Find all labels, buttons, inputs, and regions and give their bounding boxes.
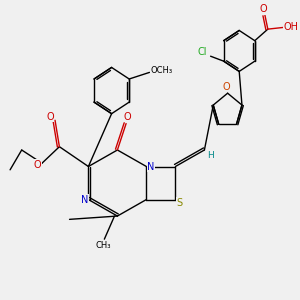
Text: N: N [147,161,154,172]
Text: N: N [81,194,88,205]
Text: OCH₃: OCH₃ [151,66,173,75]
Text: O: O [124,112,131,122]
Text: H: H [207,152,214,160]
Text: Cl: Cl [198,47,207,57]
Text: O: O [260,4,267,14]
Text: O: O [222,82,230,92]
Text: O: O [34,160,41,170]
Text: OH: OH [284,22,298,32]
Text: CH₃: CH₃ [95,241,111,250]
Text: O: O [46,112,54,122]
Text: S: S [177,198,183,208]
